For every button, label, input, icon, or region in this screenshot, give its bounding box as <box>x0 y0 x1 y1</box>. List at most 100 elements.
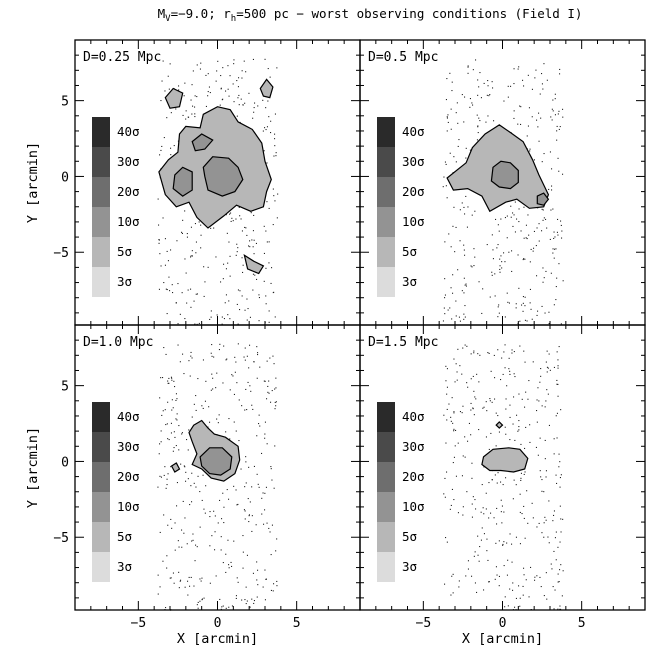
field-point <box>502 544 504 546</box>
field-point <box>538 522 540 524</box>
field-point <box>445 380 447 382</box>
field-point <box>275 152 277 154</box>
field-point <box>209 516 211 518</box>
field-point <box>259 366 261 368</box>
field-point <box>554 114 556 116</box>
field-point <box>476 139 478 141</box>
field-point <box>444 313 446 315</box>
field-point <box>268 527 270 529</box>
field-point <box>459 240 461 242</box>
field-point <box>443 307 445 309</box>
field-point <box>221 518 223 520</box>
field-point <box>175 399 177 401</box>
field-point <box>523 237 525 239</box>
field-point <box>468 422 470 424</box>
field-point <box>527 522 529 524</box>
field-point <box>527 125 529 127</box>
field-point <box>173 380 175 382</box>
field-point <box>541 532 543 534</box>
field-point <box>511 250 513 252</box>
field-point <box>266 360 268 362</box>
field-point <box>456 102 458 104</box>
field-point <box>226 489 228 491</box>
field-point <box>252 289 254 291</box>
field-point <box>511 270 513 272</box>
field-point <box>483 466 485 468</box>
field-point <box>525 391 527 393</box>
x-axis-label: X [arcmin] <box>462 631 543 647</box>
legend-label: 10σ <box>402 214 425 229</box>
field-point <box>488 352 490 354</box>
field-point <box>268 310 270 312</box>
field-point <box>454 445 456 447</box>
field-point <box>522 296 524 298</box>
field-point <box>237 343 239 345</box>
field-point <box>158 239 160 241</box>
field-point <box>231 217 233 219</box>
field-point <box>538 240 540 242</box>
field-point <box>533 247 535 249</box>
field-point <box>165 353 167 355</box>
field-point <box>532 517 534 519</box>
field-point <box>228 564 230 566</box>
field-point <box>229 389 231 391</box>
field-point <box>560 474 562 476</box>
field-point <box>268 262 270 264</box>
field-point <box>255 242 257 244</box>
field-point <box>253 253 255 255</box>
field-point <box>162 217 164 219</box>
field-point <box>261 513 263 515</box>
field-point <box>558 346 560 348</box>
field-point <box>496 482 498 484</box>
field-point <box>269 531 271 533</box>
y-axis-label: Y [arcmin] <box>25 142 41 223</box>
field-point <box>275 377 277 379</box>
field-point <box>520 230 522 232</box>
field-point <box>169 577 171 579</box>
field-point <box>199 491 201 493</box>
field-point <box>520 472 522 474</box>
field-point <box>262 492 264 494</box>
field-point <box>184 517 186 519</box>
field-point <box>235 489 237 491</box>
field-point <box>172 292 174 294</box>
field-point <box>242 271 244 273</box>
field-point <box>459 411 461 413</box>
field-point <box>558 128 560 130</box>
field-point <box>236 382 238 384</box>
field-point <box>167 382 169 384</box>
field-point <box>225 607 227 609</box>
field-point <box>175 108 177 110</box>
field-point <box>501 522 503 524</box>
field-point <box>541 405 543 407</box>
field-point <box>187 594 189 596</box>
field-point <box>166 289 168 291</box>
field-point <box>192 533 194 535</box>
field-point <box>234 371 236 373</box>
field-point <box>245 71 247 73</box>
field-point <box>222 98 224 100</box>
field-point <box>275 405 277 407</box>
field-point <box>241 405 243 407</box>
field-point <box>552 252 554 254</box>
field-point <box>474 499 476 501</box>
field-point <box>482 288 484 290</box>
field-point <box>253 239 255 241</box>
contour-5sigma-3 <box>243 254 265 275</box>
field-point <box>522 79 524 81</box>
field-point <box>486 94 488 96</box>
field-point <box>512 498 514 500</box>
field-point <box>557 395 559 397</box>
legend-swatch <box>377 147 395 177</box>
field-point <box>205 485 207 487</box>
field-point <box>510 205 512 207</box>
field-point <box>519 543 521 545</box>
field-point <box>557 546 559 548</box>
field-point <box>491 479 493 481</box>
field-point <box>559 486 561 488</box>
field-point <box>209 582 211 584</box>
field-point <box>445 537 447 539</box>
field-point <box>479 120 481 122</box>
field-point <box>556 139 558 141</box>
field-point <box>446 368 448 370</box>
